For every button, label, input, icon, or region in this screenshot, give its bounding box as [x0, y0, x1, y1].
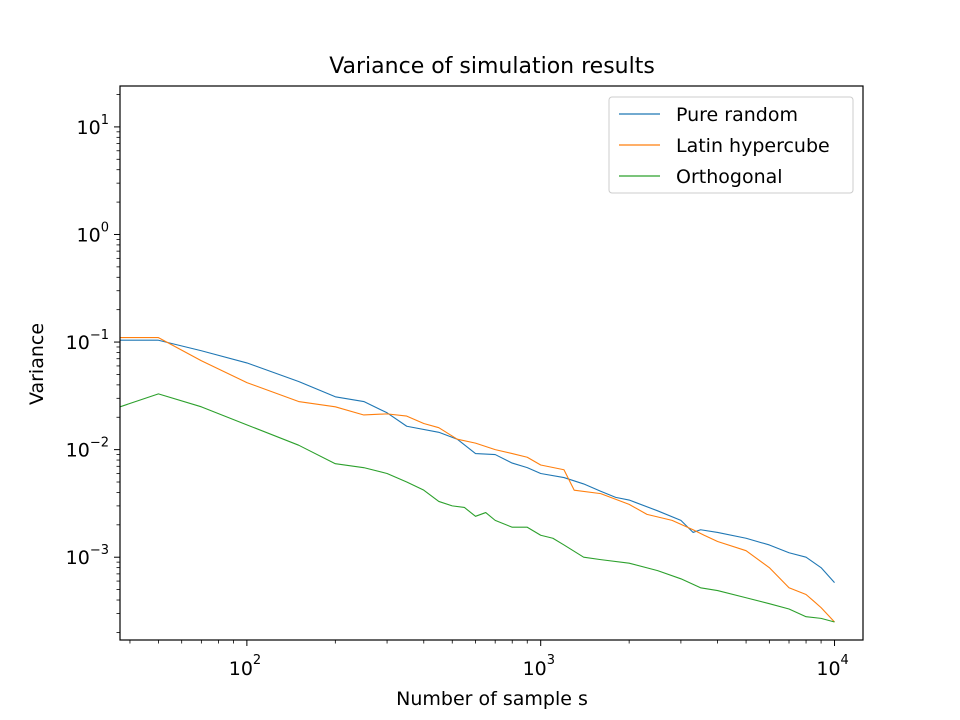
x-tick-exponent: 2 — [253, 653, 261, 668]
series-line-orthogonal — [120, 393, 835, 623]
series-line-latin-hypercube — [120, 337, 835, 623]
y-tick-exponent: −2 — [90, 436, 109, 451]
y-tick-exponent: 0 — [101, 220, 109, 235]
x-tick-exponent: 4 — [841, 653, 849, 668]
y-tick-label: 10 — [66, 332, 90, 354]
x-tick-label: 10 — [523, 658, 547, 680]
y-tick-label: 10 — [66, 440, 90, 462]
x-tick-exponent: 3 — [547, 653, 555, 668]
plot-area — [120, 337, 835, 623]
y-tick-exponent: −3 — [90, 543, 109, 558]
y-tick-label: 10 — [77, 224, 101, 246]
legend-label: Pure random — [676, 104, 798, 126]
legend-label: Latin hypercube — [676, 135, 830, 157]
y-tick-exponent: −1 — [90, 328, 109, 343]
x-tick-label: 10 — [816, 658, 840, 680]
y-tick-label: 10 — [66, 547, 90, 569]
y-axis-label: Variance — [26, 323, 48, 405]
x-axis-label: Number of sample s — [396, 688, 588, 710]
y-tick-label: 10 — [77, 117, 101, 139]
chart-title: Variance of simulation results — [329, 54, 655, 79]
legend-box — [608, 96, 854, 194]
plot-frame — [119, 85, 864, 641]
legend-label: Orthogonal — [676, 166, 783, 188]
series-layer — [120, 337, 835, 623]
legend: Pure random Latin hypercube Orthogonal — [608, 96, 854, 194]
series-line-pure-random — [120, 339, 835, 584]
y-tick-exponent: 1 — [101, 113, 109, 128]
x-tick-label: 10 — [229, 658, 253, 680]
